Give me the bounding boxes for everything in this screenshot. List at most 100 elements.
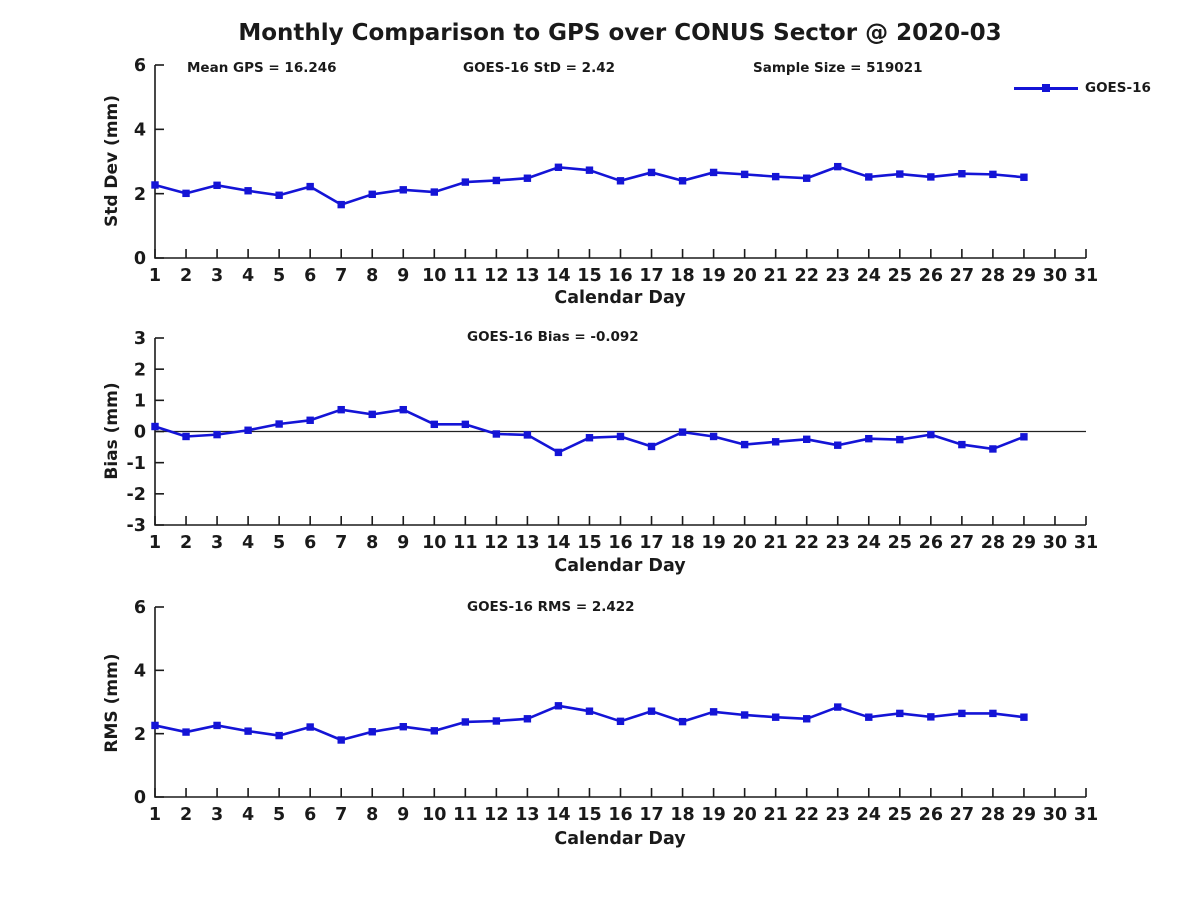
rms-data-marker: [368, 728, 376, 736]
legend-line-icon: [1014, 83, 1078, 92]
rms-data-marker: [834, 703, 842, 711]
bias-x-tick-label: 23: [826, 533, 850, 553]
std-dev-x-tick-label: 4: [242, 266, 254, 286]
bias-x-tick-label: 11: [453, 533, 477, 553]
std-dev-data-marker: [896, 170, 904, 178]
std-dev-x-tick-label: 29: [1012, 266, 1036, 286]
rms-data-marker: [896, 709, 904, 718]
std-dev-x-tick-label: 2: [180, 266, 192, 286]
bias-x-tick-label: 14: [546, 533, 570, 553]
rms-x-tick-label: 7: [335, 805, 347, 825]
bias-data-marker: [709, 432, 718, 441]
rms-y-tick-label: 0: [134, 788, 146, 808]
legend-square-marker-icon: [1042, 83, 1050, 92]
rms-data-marker: [709, 708, 718, 716]
std-dev-y-tick-label: 2: [134, 185, 146, 205]
std-dev-data-marker: [834, 162, 842, 171]
bias-x-tick-label: 16: [608, 533, 632, 553]
bias-x-tick-label: 12: [484, 533, 508, 553]
bias-data-marker: [616, 432, 625, 441]
rms-data-marker: [927, 713, 935, 721]
bias-x-tick-label: 20: [732, 533, 756, 553]
rms-data-marker: [275, 731, 283, 740]
bias-y-tick-label: -3: [127, 516, 146, 536]
bias-data-marker: [368, 410, 376, 419]
rms-data-marker: [306, 723, 314, 731]
bias-y-tick-label: 2: [134, 360, 146, 380]
std-dev-data-marker: [523, 174, 532, 182]
std-dev-axes: [154, 65, 1086, 259]
bias-data-marker: [430, 420, 438, 429]
rms-data-marker: [430, 727, 438, 735]
bias-data-marker: [740, 440, 749, 449]
bias-data-marker: [896, 435, 904, 444]
std-dev-x-tick-label: 21: [763, 266, 787, 286]
rms-x-tick-label: 14: [546, 805, 570, 825]
bias-x-tick-label: 29: [1012, 533, 1036, 553]
bias-data-marker: [151, 422, 159, 431]
bias-y-tick-label: -1: [127, 454, 146, 474]
annotation-goes16-bias: GOES-16 Bias = -0.092: [467, 329, 639, 345]
bias-data-marker: [834, 441, 842, 449]
bias-data-marker: [244, 426, 252, 434]
rms-x-tick-label: 3: [211, 805, 223, 825]
rms-data-marker: [461, 718, 470, 726]
rms-x-tick-label: 11: [453, 805, 477, 825]
bias-x-tick-label: 10: [422, 533, 446, 553]
rms-data-marker: [740, 711, 749, 719]
rms-x-tick-label: 12: [484, 805, 508, 825]
bias-x-tick-label: 4: [242, 533, 254, 553]
rms-x-tick-label: 20: [732, 805, 756, 825]
std-dev-x-tick-label: 5: [273, 266, 285, 286]
y-axis-label-std-dev: Std Dev (mm): [102, 94, 122, 228]
std-dev-data-marker: [865, 173, 873, 181]
rms-x-tick-label: 15: [577, 805, 601, 825]
annotation-goes16-std: GOES-16 StD = 2.42: [463, 60, 615, 76]
std-dev-x-tick-label: 7: [335, 266, 347, 286]
bias-data-marker: [771, 438, 780, 446]
bias-x-tick-label: 21: [763, 533, 787, 553]
bias-x-tick-label: 9: [397, 533, 409, 553]
bias-x-tick-label: 8: [366, 533, 378, 553]
y-axis-label-rms: RMS (mm): [102, 653, 122, 753]
rms-x-tick-label: 5: [273, 805, 285, 825]
std-dev-x-tick-label: 8: [366, 266, 378, 286]
rms-data-marker: [399, 723, 407, 731]
rms-x-tick-label: 10: [422, 805, 446, 825]
bias-y-tick-label: 1: [134, 391, 146, 411]
rms-x-tick-label: 27: [950, 805, 974, 825]
rms-y-tick-label: 4: [134, 661, 146, 681]
std-dev-data-marker: [585, 166, 594, 174]
bias-x-tick-label: 18: [670, 533, 694, 553]
legend: GOES-16: [1014, 80, 1151, 96]
bias-data-marker: [989, 445, 997, 453]
std-dev-data-marker: [647, 168, 656, 177]
bias-x-tick-label: 28: [981, 533, 1005, 553]
std-dev-x-tick-label: 27: [950, 266, 974, 286]
x-axis-label-calendar-day-2: Calendar Day: [554, 556, 686, 576]
std-dev-x-tick-label: 25: [888, 266, 912, 286]
bias-x-tick-label: 1: [149, 533, 161, 553]
std-dev-data-marker: [337, 200, 345, 209]
std-dev-x-tick-label: 13: [515, 266, 539, 286]
rms-y-tick-label: 2: [134, 725, 146, 745]
rms-x-tick-label: 31: [1074, 805, 1098, 825]
std-dev-data-marker: [927, 173, 935, 181]
std-dev-x-tick-label: 19: [701, 266, 725, 286]
bias-data-marker: [275, 420, 283, 428]
std-dev-x-tick-label: 3: [211, 266, 223, 286]
std-dev-data-marker: [275, 191, 283, 199]
rms-x-tick-label: 29: [1012, 805, 1036, 825]
rms-data-marker: [989, 709, 997, 718]
rms-data-marker: [523, 715, 532, 723]
rms-data-marker: [585, 707, 594, 715]
std-dev-x-tick-label: 14: [546, 266, 570, 286]
rms-x-tick-label: 21: [763, 805, 787, 825]
rms-data-marker: [182, 728, 190, 736]
rms-data-marker: [771, 713, 780, 721]
bias-x-tick-label: 25: [888, 533, 912, 553]
rms-data-marker: [554, 702, 563, 710]
bias-data-marker: [337, 405, 345, 414]
